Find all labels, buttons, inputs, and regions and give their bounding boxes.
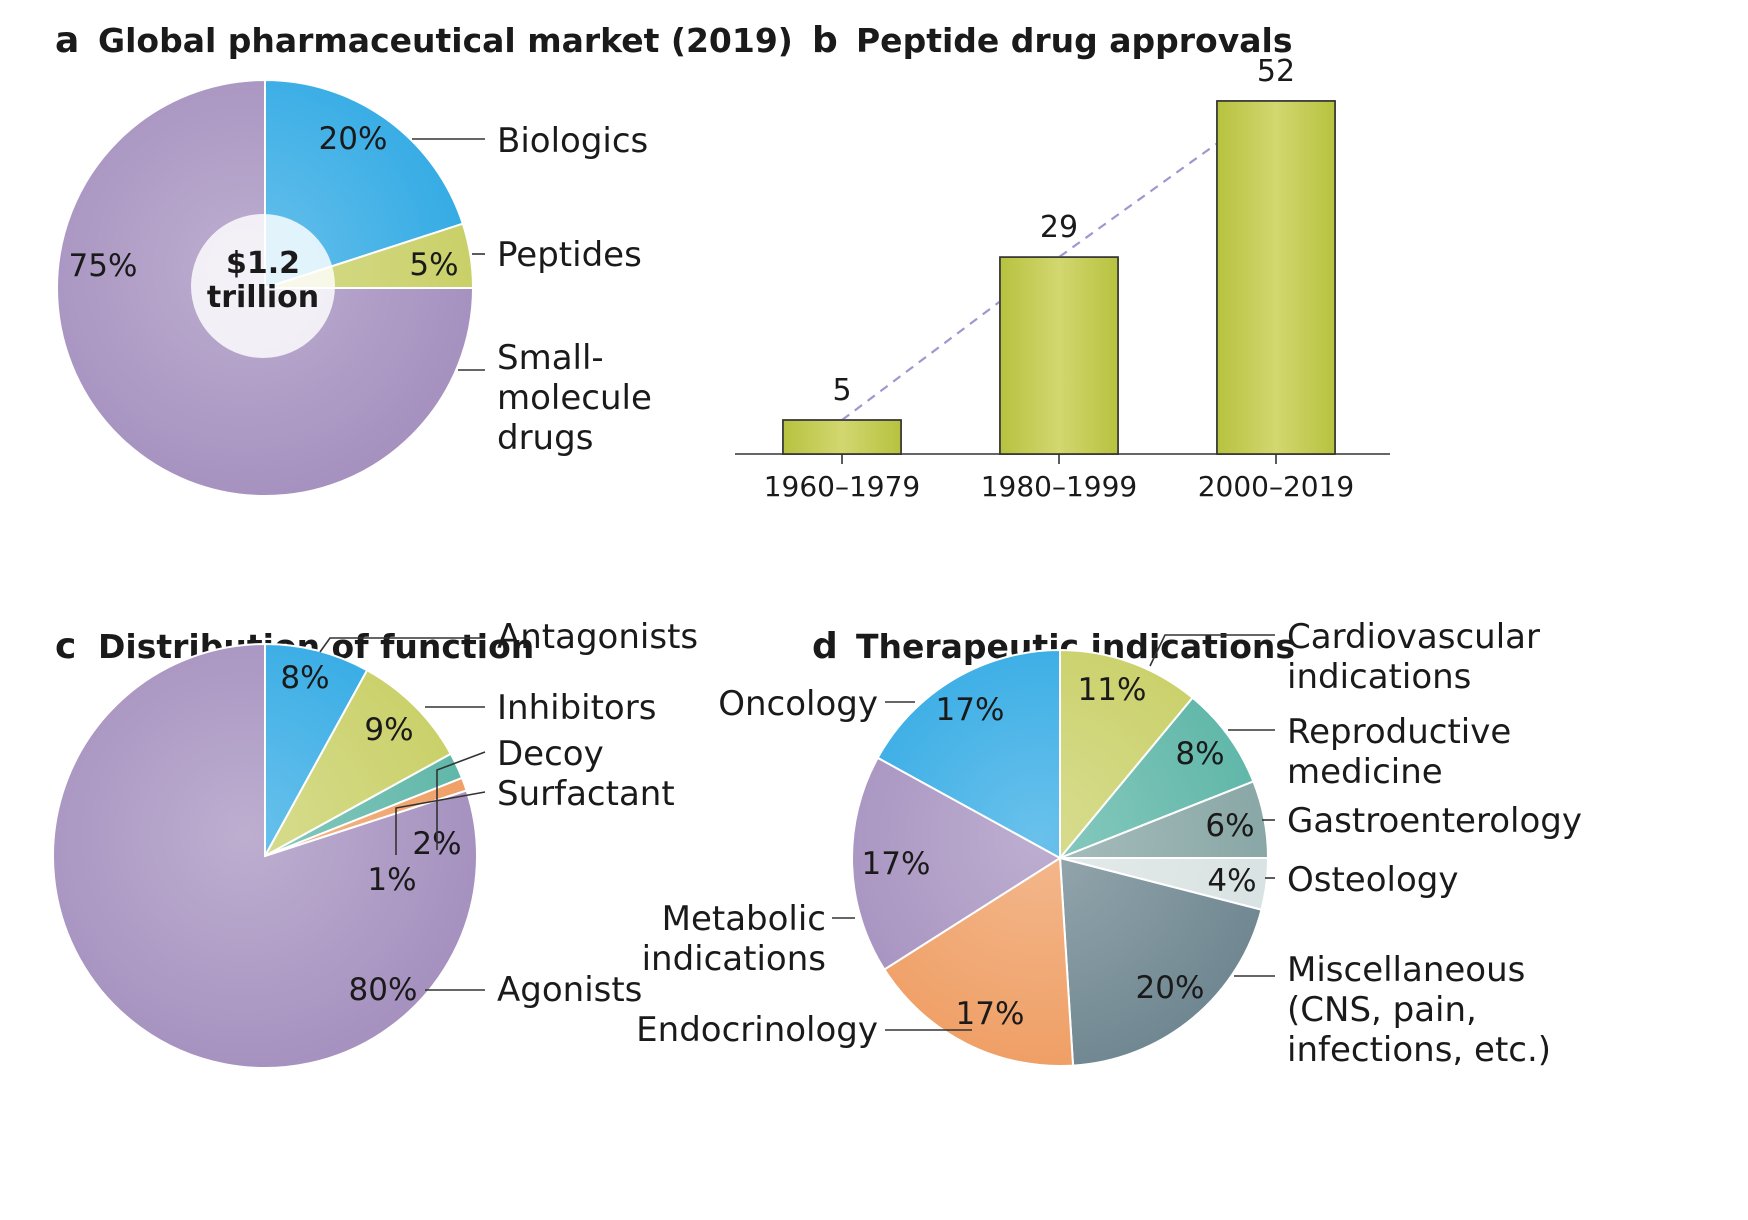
panel-c-letter: c	[55, 626, 76, 667]
bar-overlay-1	[999, 256, 1119, 455]
pct-label-d-7: 17%	[936, 692, 1005, 728]
slice-label-d-2-line: Gastroenterology	[1287, 801, 1582, 841]
slice-label-c-4: Agonists	[497, 970, 642, 1010]
panel-a-title: Global pharmaceutical market (2019)	[98, 21, 793, 60]
slice-label-d-1-line: Reproductive	[1287, 712, 1511, 752]
slice-label-d-7: Oncology	[718, 684, 878, 724]
pct-label-d-3: 4%	[1207, 863, 1256, 899]
trend-line	[841, 100, 1277, 421]
slice-label-a-1-line: Peptides	[497, 235, 642, 275]
slice-label-c-2: Decoy	[497, 734, 604, 774]
slice-label-c-3: Surfactant	[497, 774, 675, 814]
bar-overlay-0	[782, 419, 902, 455]
slice-label-c-1-line: Inhibitors	[497, 688, 656, 728]
panel-b-title: Peptide drug approvals	[856, 21, 1292, 60]
bar-value-label-0: 5	[832, 373, 851, 408]
slice-label-d-4-line: (CNS, pain,	[1287, 990, 1477, 1030]
x-tick-label-0: 1960–1979	[764, 470, 921, 503]
pie-chart-indications: 11%Cardiovascular indications8%Reproducti…	[636, 617, 1582, 1070]
slice-label-a-2-line: Small-	[497, 338, 604, 378]
pct-label-d-5: 17%	[956, 996, 1025, 1032]
pct-label-a-2: 75%	[69, 248, 138, 284]
bar-overlay-2	[1216, 100, 1336, 455]
slice-label-d-0-line: indications	[1287, 657, 1471, 697]
slice-label-d-6-line: indications	[642, 939, 826, 979]
slice-label-c-1: Inhibitors	[497, 688, 656, 728]
pct-label-c-0: 8%	[280, 660, 329, 696]
leader-line-c-0	[319, 637, 485, 653]
slice-label-a-0: Biologics	[497, 121, 648, 161]
slice-label-d-0-line: Cardiovascular	[1287, 617, 1540, 657]
center-label-line: $1.2	[226, 246, 300, 281]
pct-label-d-1: 8%	[1175, 736, 1224, 772]
slice-label-c-0-line: Antagonists	[497, 617, 698, 657]
slice-label-a-0-line: Biologics	[497, 121, 648, 161]
center-label: $1.2 trillion	[207, 246, 319, 315]
slice-label-d-7-line: Oncology	[718, 684, 878, 724]
center-hole	[191, 214, 335, 358]
pct-label-a-1: 5%	[409, 247, 458, 283]
slice-label-c-0: Antagonists	[497, 617, 698, 657]
panel-d-letter: d	[812, 626, 838, 667]
bar-chart-peptide-approvals: 1960–1979 5 1980–1999 29 2000–2019 52	[735, 54, 1390, 503]
slice-label-a-2-line: molecule	[497, 378, 652, 418]
slice-label-d-4: Miscellaneous (CNS, pain, infections, etc.…	[1287, 950, 1551, 1070]
pct-label-d-6: 17%	[862, 846, 931, 882]
slice-label-a-1: Peptides	[497, 235, 642, 275]
slice-label-d-5: Endocrinology	[636, 1010, 878, 1050]
pct-label-c-1: 9%	[364, 712, 413, 748]
leader-line-d-0	[1149, 634, 1275, 667]
pie-chart-function: 8%Antagonists9%Inhibitors2%Decoy1%Surfac…	[52, 617, 698, 1069]
leader-line-c-2	[436, 751, 486, 850]
slice-label-d-3: Osteology	[1287, 860, 1458, 900]
slice-label-d-2: Gastroenterology	[1287, 801, 1582, 841]
panel-b-letter: b	[812, 20, 838, 61]
pct-label-c-4: 80%	[349, 972, 418, 1008]
slice-label-d-6: Metabolic indications	[642, 899, 826, 979]
center-label-line: trillion	[207, 280, 319, 315]
bar-value-label-1: 29	[1040, 210, 1078, 245]
pie-shading-d	[852, 650, 1268, 1066]
pct-label-a-0: 20%	[319, 121, 388, 157]
pct-label-d-2: 6%	[1205, 808, 1254, 844]
panel-a-letter: a	[55, 20, 79, 61]
leader-line-c-3	[395, 791, 486, 855]
x-tick-label-2: 2000–2019	[1198, 470, 1355, 503]
slice-label-d-1-line: medicine	[1287, 752, 1443, 792]
slice-label-d-3-line: Osteology	[1287, 860, 1458, 900]
slice-label-a-2: Small-molecule drugs	[497, 338, 652, 458]
slice-label-d-5-line: Endocrinology	[636, 1010, 878, 1050]
pie-shading-c	[53, 644, 477, 1068]
slice-label-d-0: Cardiovascular indications	[1287, 617, 1540, 697]
pct-label-d-0: 11%	[1078, 672, 1147, 708]
pct-label-c-3: 1%	[367, 862, 416, 898]
slice-label-c-4-line: Agonists	[497, 970, 642, 1010]
slice-label-c-3-line: Surfactant	[497, 774, 675, 814]
slice-label-d-1: Reproductive medicine	[1287, 712, 1511, 792]
pie-chart-global-market: 20% Biologics 5% Peptides 75% Small-molecule d…	[56, 78, 652, 497]
x-tick-label-1: 1980–1999	[981, 470, 1138, 503]
slice-label-d-4-line: Miscellaneous	[1287, 950, 1525, 990]
slice-label-d-4-line: infections, etc.)	[1287, 1030, 1551, 1070]
pct-label-d-4: 20%	[1136, 970, 1205, 1006]
bar-value-label-2: 52	[1257, 54, 1295, 89]
slice-label-d-6-line: Metabolic	[662, 899, 826, 939]
slice-label-c-2-line: Decoy	[497, 734, 604, 774]
slice-label-a-2-line: drugs	[497, 418, 593, 458]
